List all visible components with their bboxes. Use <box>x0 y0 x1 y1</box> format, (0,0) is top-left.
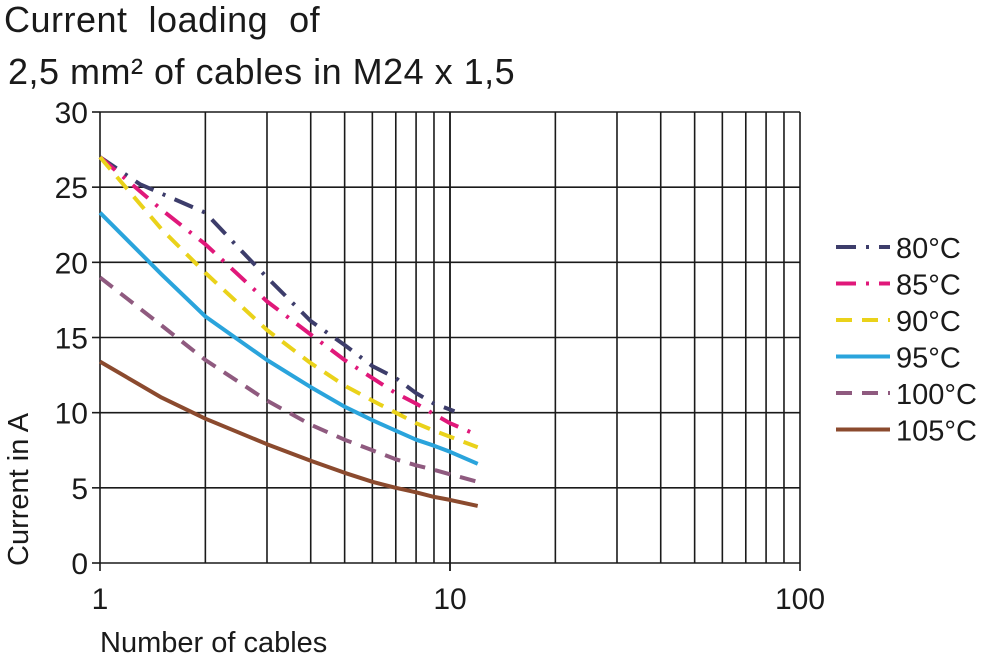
y-axis-label: Current in A <box>3 412 35 566</box>
x-tick-label: 1 <box>92 583 109 616</box>
chart-title-line-1: Current loading of <box>4 0 321 40</box>
chart-title-line-2: 2,5 mm² of cables in M24 x 1,5 <box>8 51 516 92</box>
legend: 80°C 85°C 90°C 95°C 100°C 105°C <box>836 233 977 448</box>
x-tick-label: 100 <box>775 583 825 616</box>
series-line-100c <box>98 275 479 484</box>
x-axis-label: Number of cables <box>100 627 327 659</box>
legend-label: 100°C <box>896 379 977 411</box>
legend-label: 90°C <box>896 306 961 338</box>
y-tick-label: 0 <box>71 548 88 581</box>
x-tick-label: 10 <box>433 583 466 616</box>
y-tick-label: 10 <box>55 398 88 431</box>
data-series <box>98 155 479 508</box>
series-line-90c <box>98 155 479 450</box>
legend-label: 80°C <box>896 233 961 265</box>
series-line-105c <box>98 359 479 508</box>
legend-label: 85°C <box>896 270 961 302</box>
series-line-95c <box>98 211 479 466</box>
legend-label: 105°C <box>896 416 977 448</box>
y-tick-label: 5 <box>71 473 88 506</box>
y-tick-label: 30 <box>55 97 88 130</box>
legend-label: 95°C <box>896 343 961 375</box>
y-tick-label: 15 <box>55 323 88 356</box>
y-tick-label: 20 <box>55 247 88 280</box>
series-line-80c <box>98 155 456 414</box>
y-tick-label: 25 <box>55 172 88 205</box>
grid-lines <box>92 111 801 571</box>
tick-labels: 0 5 10 15 20 25 30 1 10 100 <box>55 97 825 616</box>
